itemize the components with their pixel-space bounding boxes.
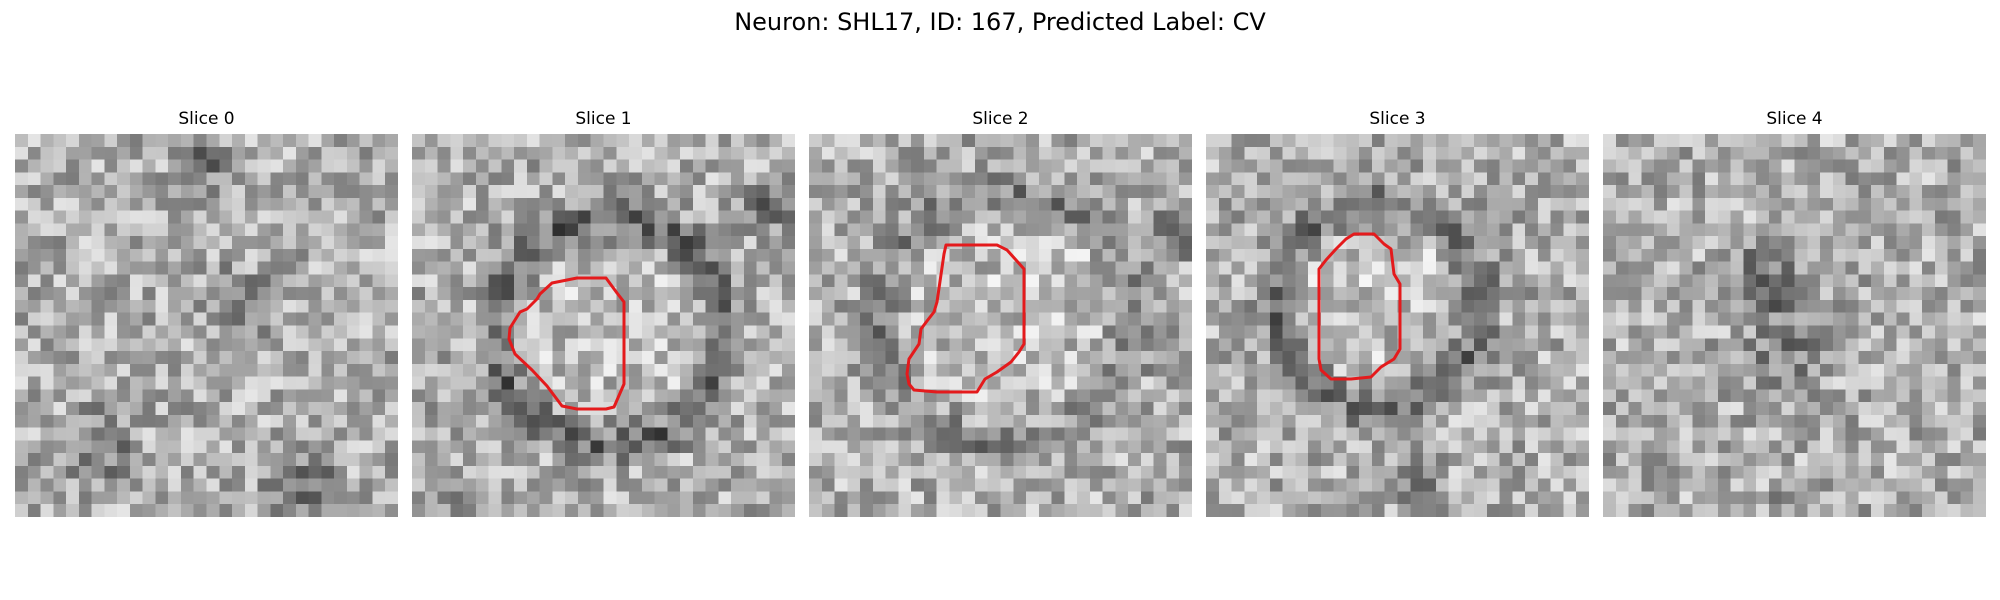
slice-title: Slice 0 xyxy=(178,109,235,129)
grayscale-patch xyxy=(1603,134,1986,517)
segmentation-contour xyxy=(507,276,626,411)
slice-panel-1: Slice 1 xyxy=(412,108,795,517)
grayscale-patch xyxy=(412,134,795,517)
segmentation-contour xyxy=(905,243,1026,394)
contour-overlay xyxy=(905,243,1026,394)
slice-panel-4: Slice 4 xyxy=(1603,108,1986,517)
slice-title: Slice 1 xyxy=(575,109,632,129)
slice-panel-0: Slice 0 xyxy=(15,108,398,517)
slice-image-0 xyxy=(15,134,398,517)
slice-panel-3: Slice 3 xyxy=(1206,108,1589,517)
figure-title: Neuron: SHL17, ID: 167, Predicted Label:… xyxy=(734,8,1266,36)
slice-image-4 xyxy=(1603,134,1986,517)
contour-overlay xyxy=(1317,232,1402,381)
slice-image-3 xyxy=(1206,134,1589,517)
slice-panel-2: Slice 2 xyxy=(809,108,1192,517)
contour-overlay xyxy=(507,276,626,411)
slice-title: Slice 4 xyxy=(1766,109,1823,129)
segmentation-contour xyxy=(1317,232,1402,381)
slice-title: Slice 3 xyxy=(1369,109,1426,129)
slice-image-1 xyxy=(412,134,795,517)
grayscale-patch xyxy=(1206,134,1589,517)
grayscale-patch xyxy=(15,134,398,517)
grayscale-patch xyxy=(809,134,1192,517)
slice-image-2 xyxy=(809,134,1192,517)
slice-title: Slice 2 xyxy=(972,109,1029,129)
